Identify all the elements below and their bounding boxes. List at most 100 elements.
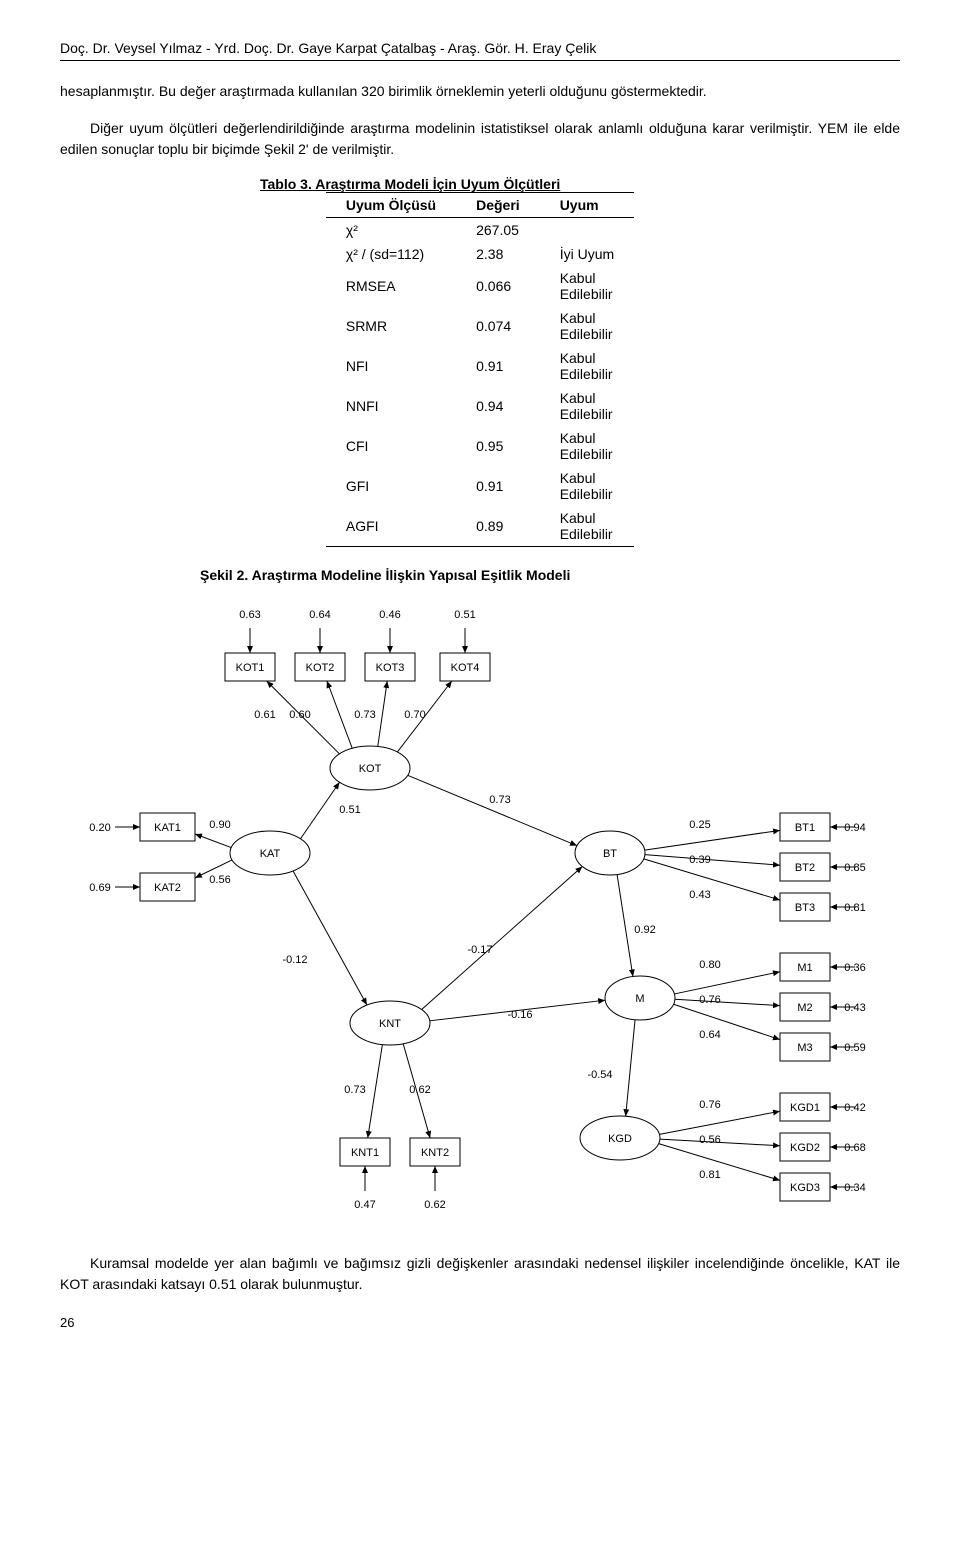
figure2-title: Şekil 2. Araştırma Modeline İlişkin Yapı… xyxy=(200,567,900,583)
svg-text:0.61: 0.61 xyxy=(254,709,275,721)
svg-text:0.94: 0.94 xyxy=(844,822,865,834)
svg-text:KAT2: KAT2 xyxy=(154,882,181,894)
svg-text:0.36: 0.36 xyxy=(844,962,865,974)
svg-text:KAT1: KAT1 xyxy=(154,822,181,834)
svg-text:0.43: 0.43 xyxy=(844,1002,865,1014)
cell-measure: SRMR xyxy=(326,306,456,346)
cell-value: 0.074 xyxy=(456,306,540,346)
th-value: Değeri xyxy=(456,193,540,218)
svg-text:0.59: 0.59 xyxy=(844,1042,865,1054)
svg-text:0.90: 0.90 xyxy=(209,819,230,831)
svg-text:M3: M3 xyxy=(797,1042,812,1054)
svg-text:0.76: 0.76 xyxy=(699,1099,720,1111)
svg-text:0.34: 0.34 xyxy=(844,1182,865,1194)
svg-text:0.70: 0.70 xyxy=(404,709,425,721)
svg-text:0.51: 0.51 xyxy=(339,804,360,816)
table-row: χ²267.05 xyxy=(326,218,634,243)
th-measure: Uyum Ölçüsü xyxy=(326,193,456,218)
cell-value: 0.94 xyxy=(456,386,540,426)
cell-fit: KabulEdilebilir xyxy=(540,306,634,346)
table-row: χ² / (sd=112)2.38İyi Uyum xyxy=(326,242,634,266)
svg-text:KNT2: KNT2 xyxy=(421,1147,449,1159)
svg-text:0.62: 0.62 xyxy=(424,1199,445,1211)
svg-text:BT1: BT1 xyxy=(795,822,815,834)
cell-measure: GFI xyxy=(326,466,456,506)
page-number: 26 xyxy=(60,1315,900,1330)
paragraph-1: hesaplanmıştır. Bu değer araştırmada kul… xyxy=(60,81,900,102)
table-row: NNFI0.94KabulEdilebilir xyxy=(326,386,634,426)
cell-measure: AGFI xyxy=(326,506,456,547)
cell-measure: χ² / (sd=112) xyxy=(326,242,456,266)
svg-text:-0.54: -0.54 xyxy=(587,1069,612,1081)
table-row: RMSEA0.066KabulEdilebilir xyxy=(326,266,634,306)
sem-diagram: 0.610.600.730.700.900.560.510.73-0.12-0.… xyxy=(80,593,880,1233)
cell-value: 0.91 xyxy=(456,346,540,386)
cell-value: 2.38 xyxy=(456,242,540,266)
svg-text:KGD2: KGD2 xyxy=(790,1142,820,1154)
cell-measure: RMSEA xyxy=(326,266,456,306)
cell-measure: χ² xyxy=(326,218,456,243)
svg-text:-0.17: -0.17 xyxy=(467,944,492,956)
svg-text:0.47: 0.47 xyxy=(354,1199,375,1211)
table-row: AGFI0.89KabulEdilebilir xyxy=(326,506,634,547)
svg-text:M: M xyxy=(635,993,644,1005)
table-row: GFI0.91KabulEdilebilir xyxy=(326,466,634,506)
svg-text:0.56: 0.56 xyxy=(209,874,230,886)
svg-text:0.39: 0.39 xyxy=(689,854,710,866)
svg-text:0.63: 0.63 xyxy=(239,609,260,621)
sem-diagram-wrap: 0.610.600.730.700.900.560.510.73-0.12-0.… xyxy=(60,593,900,1233)
cell-fit: İyi Uyum xyxy=(540,242,634,266)
svg-text:KGD: KGD xyxy=(608,1133,632,1145)
svg-text:M1: M1 xyxy=(797,962,812,974)
svg-text:-0.16: -0.16 xyxy=(507,1009,532,1021)
svg-text:M2: M2 xyxy=(797,1002,812,1014)
svg-text:0.46: 0.46 xyxy=(379,609,400,621)
svg-text:0.85: 0.85 xyxy=(844,862,865,874)
svg-text:0.42: 0.42 xyxy=(844,1102,865,1114)
svg-text:KOT1: KOT1 xyxy=(236,662,265,674)
svg-text:BT2: BT2 xyxy=(795,862,815,874)
paragraph-2: Diğer uyum ölçütleri değerlendirildiğind… xyxy=(60,118,900,160)
cell-fit: KabulEdilebilir xyxy=(540,506,634,547)
svg-text:0.73: 0.73 xyxy=(489,794,510,806)
svg-text:KGD1: KGD1 xyxy=(790,1102,820,1114)
svg-text:0.20: 0.20 xyxy=(89,822,110,834)
cell-value: 0.89 xyxy=(456,506,540,547)
svg-text:0.92: 0.92 xyxy=(634,924,655,936)
svg-text:0.43: 0.43 xyxy=(689,889,710,901)
cell-value: 0.91 xyxy=(456,466,540,506)
svg-text:KOT2: KOT2 xyxy=(306,662,335,674)
svg-text:KOT3: KOT3 xyxy=(376,662,405,674)
svg-text:0.73: 0.73 xyxy=(344,1084,365,1096)
svg-text:0.51: 0.51 xyxy=(454,609,475,621)
cell-value: 0.95 xyxy=(456,426,540,466)
svg-text:KNT: KNT xyxy=(379,1018,401,1030)
svg-text:0.76: 0.76 xyxy=(699,994,720,1006)
page-header: Doç. Dr. Veysel Yılmaz - Yrd. Doç. Dr. G… xyxy=(60,40,900,61)
cell-measure: NFI xyxy=(326,346,456,386)
svg-text:0.68: 0.68 xyxy=(844,1142,865,1154)
cell-measure: NNFI xyxy=(326,386,456,426)
table3-title: Tablo 3. Araştırma Modeli İçin Uyum Ölçü… xyxy=(260,176,900,192)
cell-value: 267.05 xyxy=(456,218,540,243)
svg-text:0.62: 0.62 xyxy=(409,1084,430,1096)
svg-text:KOT: KOT xyxy=(359,763,382,775)
svg-text:0.73: 0.73 xyxy=(354,709,375,721)
cell-fit: KabulEdilebilir xyxy=(540,346,634,386)
svg-text:0.80: 0.80 xyxy=(699,959,720,971)
cell-fit: KabulEdilebilir xyxy=(540,266,634,306)
cell-value: 0.066 xyxy=(456,266,540,306)
svg-text:KNT1: KNT1 xyxy=(351,1147,379,1159)
svg-text:0.69: 0.69 xyxy=(89,882,110,894)
svg-text:0.25: 0.25 xyxy=(689,819,710,831)
table-row: SRMR0.074KabulEdilebilir xyxy=(326,306,634,346)
svg-text:BT: BT xyxy=(603,848,617,860)
cell-fit: KabulEdilebilir xyxy=(540,426,634,466)
svg-text:0.56: 0.56 xyxy=(699,1134,720,1146)
svg-text:0.64: 0.64 xyxy=(699,1029,720,1041)
svg-text:0.81: 0.81 xyxy=(699,1169,720,1181)
svg-text:0.60: 0.60 xyxy=(289,709,310,721)
table-row: NFI0.91KabulEdilebilir xyxy=(326,346,634,386)
svg-text:BT3: BT3 xyxy=(795,902,815,914)
cell-fit: KabulEdilebilir xyxy=(540,386,634,426)
